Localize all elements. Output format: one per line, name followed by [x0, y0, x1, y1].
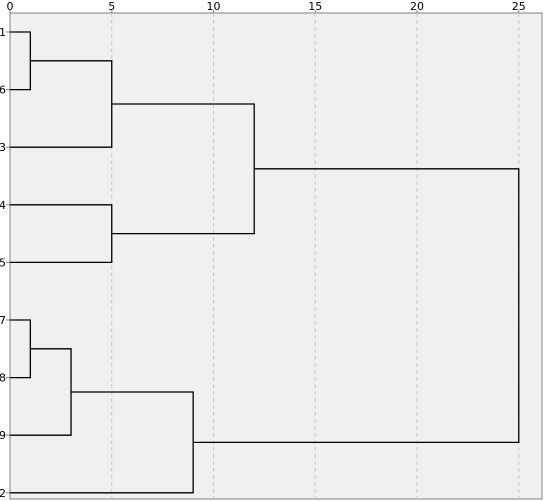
leaf-label-7: 7	[0, 314, 6, 327]
x-tick-label-5: 5	[108, 0, 115, 13]
dendrogram-links	[10, 31, 520, 494]
leaf-label-5: 5	[0, 256, 6, 269]
leaf-label-2: 2	[0, 487, 6, 500]
x-tick-label-0: 0	[7, 0, 14, 13]
dendrogram-link-m8	[193, 168, 520, 444]
leaf-label-4: 4	[0, 199, 6, 212]
leaf-label-8: 8	[0, 372, 6, 385]
leaf-label-6: 6	[0, 84, 6, 97]
leaf-label-3: 3	[0, 141, 6, 154]
x-tick-label-25: 25	[512, 0, 526, 13]
x-tick-label-10: 10	[207, 0, 221, 13]
x-tick-label-20: 20	[410, 0, 424, 13]
leaf-labels: 1 6 3 4 5 7 8 9 2	[0, 26, 10, 500]
leaf-label-9: 9	[0, 429, 6, 442]
x-axis-ticks: 0 5 10 15 20 25	[7, 0, 526, 13]
x-tick-label-15: 15	[308, 0, 322, 13]
leaf-label-1: 1	[0, 26, 6, 39]
plot-area	[9, 12, 543, 500]
